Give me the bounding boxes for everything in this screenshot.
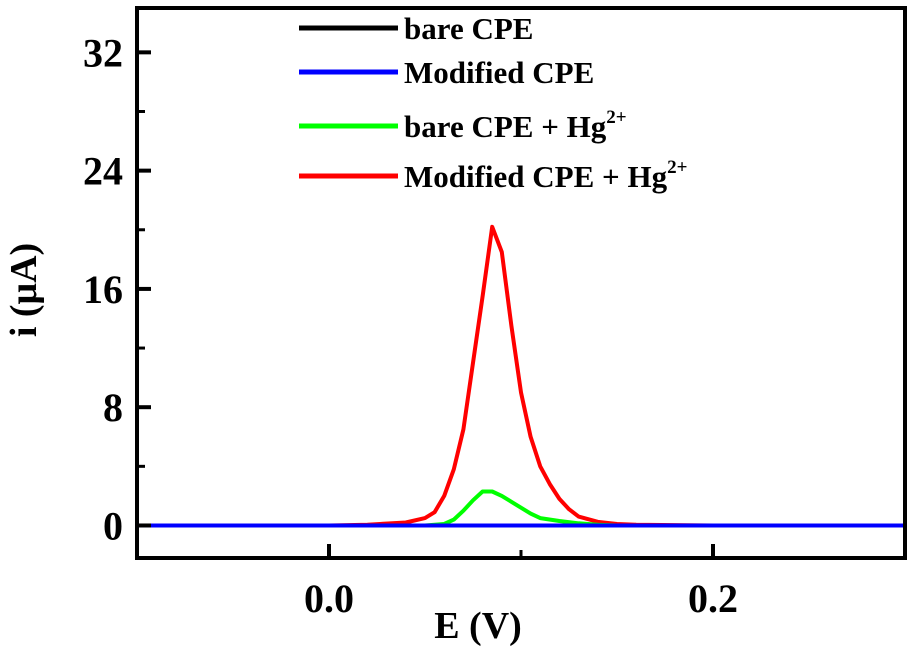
- plot-area: [135, 6, 907, 560]
- series-line-2: [137, 489, 905, 528]
- legend-label: bare CPE: [404, 11, 533, 46]
- y-tick-label: 24: [83, 149, 123, 194]
- y-tick-label: 8: [103, 385, 123, 430]
- y-tick-label: 32: [83, 30, 123, 75]
- y-tick-label: 16: [83, 267, 123, 312]
- x-tick-label: 0.0: [304, 576, 354, 621]
- tick-labels-layer: 0 8 16 24 32 0.0 0.2: [83, 30, 738, 621]
- series-line-3: [137, 224, 905, 528]
- axes-frame: [135, 6, 907, 560]
- legend-item: Modified CPE: [299, 55, 594, 90]
- legend-label: Modified CPE + Hg2+: [404, 157, 687, 194]
- x-axis-title: E (V): [434, 605, 522, 647]
- legend-item: Modified CPE + Hg2+: [299, 157, 687, 194]
- series-layer: [137, 224, 905, 528]
- legend: bare CPE Modified CPE bare CPE + Hg2+ Modif…: [299, 11, 687, 194]
- x-tick-label: 0.2: [688, 576, 738, 621]
- legend-item: bare CPE: [299, 11, 533, 46]
- y-tick-label: 0: [103, 503, 123, 548]
- y-axis-title: i (μA): [3, 243, 45, 337]
- ticks-layer: [137, 50, 715, 558]
- legend-label: Modified CPE: [404, 55, 594, 90]
- legend-item: bare CPE + Hg2+: [299, 107, 627, 144]
- legend-label: bare CPE + Hg2+: [404, 107, 627, 144]
